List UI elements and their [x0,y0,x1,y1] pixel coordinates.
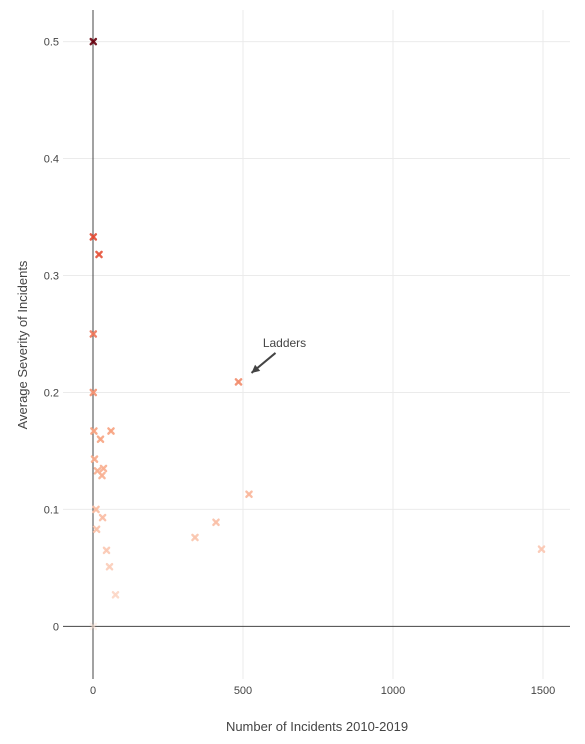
data-point [99,464,108,473]
x-axis-title: Number of Incidents 2010-2019 [226,719,408,734]
data-point [98,471,106,480]
grid-lines [63,10,570,679]
data-point [234,378,243,386]
annotation-arrowhead [251,364,261,373]
data-point [102,546,111,555]
data-point [92,505,100,514]
y-tick-label: 0.5 [44,37,59,49]
data-point [89,37,98,46]
data-point [105,562,114,571]
data-point [92,525,101,534]
x-tick-labels: 0 500 1000 1500 [90,685,555,697]
data-point [89,388,98,397]
data-points [89,37,546,631]
data-point [212,518,220,527]
data-point [111,590,120,599]
annotations: Ladders [250,336,306,374]
annotation: Ladders [250,336,306,374]
y-tick-label: 0.4 [44,154,59,166]
y-tick-label: 0.2 [44,387,59,399]
x-tick-label: 1000 [381,685,405,697]
y-tick-label: 0.3 [44,270,59,282]
y-tick-labels: 0 0.1 0.2 0.3 0.4 0.5 [44,37,59,634]
data-point [98,513,107,522]
data-point [89,330,98,338]
axes [63,10,570,679]
annotation-label: Ladders [263,336,306,350]
data-point [95,250,103,259]
y-tick-label: 0.1 [44,504,59,516]
x-tick-label: 0 [90,685,96,697]
data-point [96,435,105,444]
data-point [107,427,115,435]
data-point [89,233,98,241]
data-point [90,455,99,463]
y-tick-label: 0 [53,621,59,633]
x-tick-label: 500 [234,685,252,697]
data-point [191,533,199,542]
data-point [245,490,253,499]
y-axis-title: Average Severity of Incidents [15,260,30,429]
data-point [90,427,98,435]
data-point [537,545,546,553]
data-point [89,622,98,631]
x-tick-label: 1500 [531,685,555,697]
